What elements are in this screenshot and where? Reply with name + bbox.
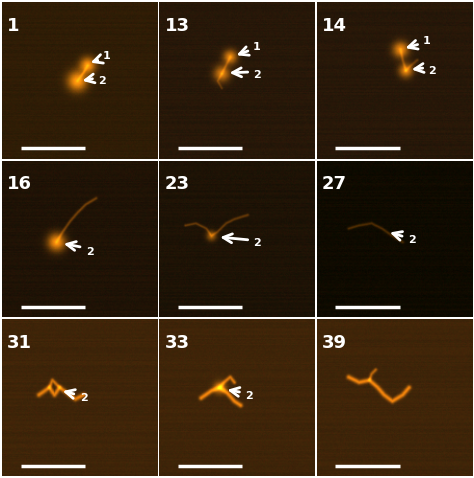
- Text: 2: 2: [245, 391, 253, 401]
- Text: 2: 2: [254, 238, 261, 248]
- Text: 2: 2: [408, 235, 416, 245]
- Text: 23: 23: [164, 175, 190, 193]
- Text: 13: 13: [164, 17, 190, 34]
- Text: 2: 2: [86, 247, 93, 257]
- Text: 2: 2: [254, 70, 261, 80]
- Text: 33: 33: [164, 334, 190, 352]
- Text: 39: 39: [322, 334, 347, 352]
- Text: 31: 31: [7, 334, 32, 352]
- Text: 14: 14: [322, 17, 347, 34]
- Text: 27: 27: [322, 175, 347, 193]
- Text: 2: 2: [80, 393, 87, 402]
- Text: 16: 16: [7, 175, 32, 193]
- Text: 1: 1: [7, 17, 19, 34]
- Text: 2: 2: [428, 66, 437, 76]
- Text: 2: 2: [98, 76, 106, 87]
- Text: 1: 1: [102, 51, 110, 61]
- Text: 1: 1: [422, 35, 430, 45]
- Text: 1: 1: [253, 42, 260, 52]
